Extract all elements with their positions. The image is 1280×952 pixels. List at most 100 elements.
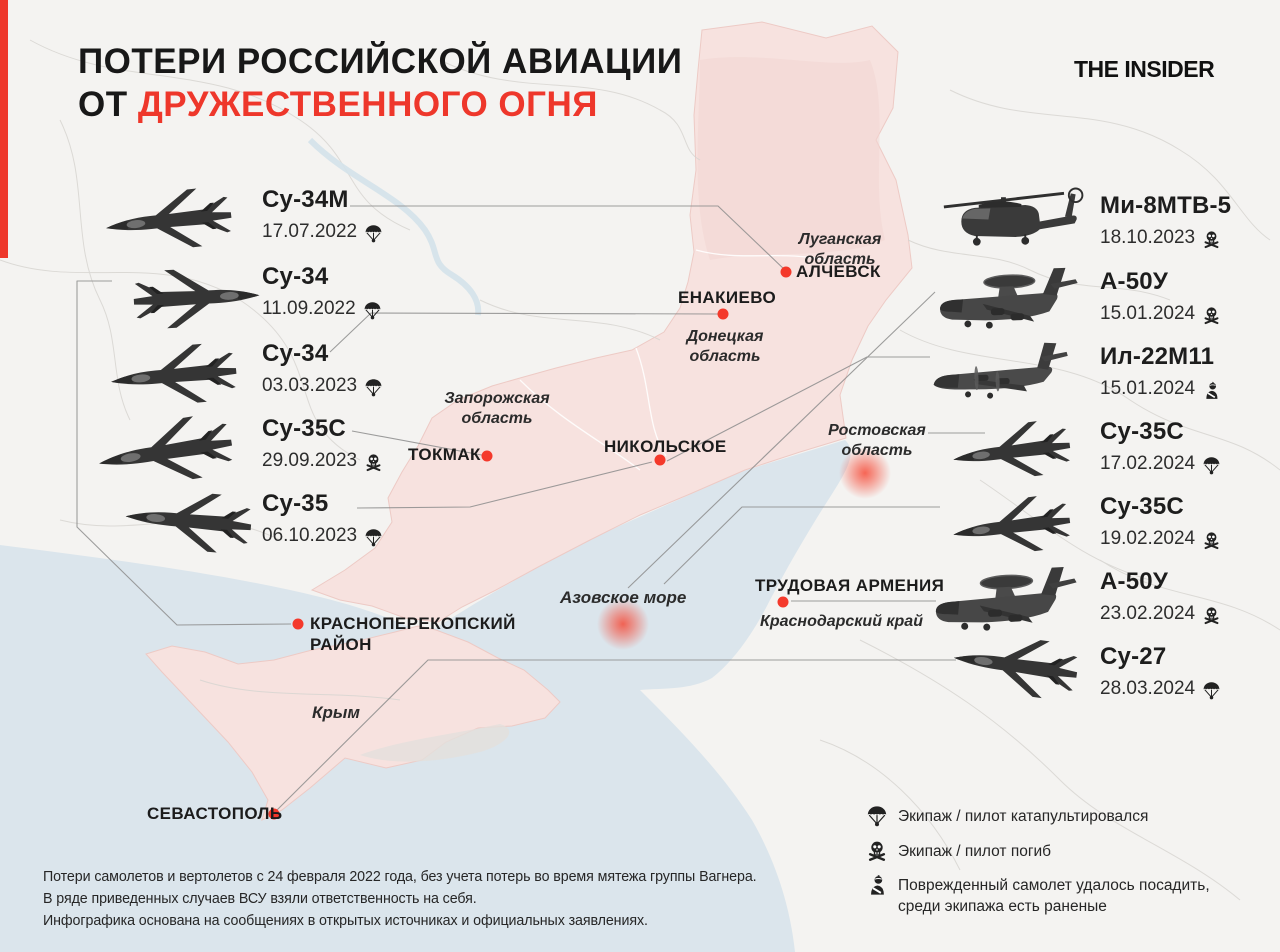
legend-item-killed: Экипаж / пилот погиб	[866, 839, 1051, 863]
loss-date: 18.10.2023	[1100, 227, 1196, 248]
aircraft-model: Ил-22М11	[1100, 343, 1215, 370]
loss-entry-date: 15.01.2024	[1100, 303, 1221, 325]
loss-date: 23.02.2024	[1100, 603, 1196, 624]
leader-su34-krasnoperekopsky	[76, 280, 292, 626]
map-label-luhansk-oblast: Луганская область	[798, 231, 882, 268]
outcome-icon	[363, 300, 382, 321]
map-roads	[0, 39, 1280, 901]
footnote-line: В ряде приведенных случаев ВСУ взяли отв…	[43, 890, 477, 907]
crash-glow-azov	[597, 598, 649, 650]
map-label-azov-sea: Азовское море	[560, 588, 687, 607]
loss-entry-date: 11.09.2022	[262, 298, 382, 320]
aircraft-model: Су-35С	[262, 415, 346, 442]
aircraft-model: Су-35	[262, 490, 329, 517]
map-label-nikolskoe: НИКОЛЬСКОЕ	[604, 437, 727, 456]
map-label-tokmak: ТОКМАК	[408, 445, 481, 464]
leader-su27-sevastopol	[274, 659, 956, 813]
aircraft-model: Су-27	[1100, 643, 1167, 670]
aircraft-silhouette	[113, 254, 267, 340]
outcome-icon	[364, 527, 383, 548]
loss-date: 15.01.2024	[1100, 303, 1196, 324]
page-title: ПОТЕРИ РОССИЙСКОЙ АВИАЦИИ ОТ ДРУЖЕСТВЕНН…	[78, 40, 682, 126]
map-label-zaporizhzhia-oblast: Запорожская область	[444, 390, 550, 427]
leader-su34m-alchevsk	[350, 205, 787, 272]
map-label-sevastopol: СЕВАСТОПОЛЬ	[147, 804, 283, 823]
leader-su35-nikolskoe	[356, 461, 653, 509]
loss-date: 11.09.2022	[262, 298, 356, 319]
loss-date: 19.02.2024	[1100, 528, 1196, 549]
map-label-crimea: Крым	[312, 703, 360, 722]
title-accent: ДРУЖЕСТВЕННОГО ОГНЯ	[137, 85, 598, 124]
loss-date: 17.07.2022	[262, 221, 358, 242]
dot-sevastopol	[268, 808, 280, 820]
map-label-donetsk-oblast: Донецкая область	[686, 328, 764, 365]
aircraft-model: А-50У	[1100, 268, 1168, 295]
outcome-icon	[364, 452, 383, 473]
map-label-alchevsk: АЛЧЕВСК	[796, 262, 881, 281]
loss-entry-date: 17.02.2024	[1100, 453, 1221, 475]
title-line2: ОТ ДРУЖЕСТВЕННОГО ОГНЯ	[78, 85, 598, 124]
outcome-icon	[1202, 380, 1221, 401]
crash-glow-rostov	[839, 447, 891, 499]
river	[307, 137, 482, 316]
footnote-line: Потери самолетов и вертолетов с 24 февра…	[43, 868, 757, 885]
map-label-krasnodar-krai: Краснодарский край	[760, 613, 923, 630]
legend-label: Поврежденный самолет удалось посадить, с…	[898, 877, 1210, 915]
loss-date: 28.03.2024	[1100, 678, 1196, 699]
map-label-krasnoperekopsky: КРАСНОПЕРЕКОПСКИЙ РАЙОН	[310, 614, 516, 654]
loss-entry-date: 23.02.2024	[1100, 603, 1221, 625]
region-borders	[519, 249, 827, 471]
loss-entry-date: 28.03.2024	[1100, 678, 1221, 700]
aircraft-silhouette	[929, 259, 1092, 343]
aircraft-model: А-50У	[1100, 568, 1168, 595]
loss-entry-date: 03.03.2023	[262, 375, 383, 397]
legend-label: Экипаж / пилот погиб	[898, 843, 1052, 860]
loss-entry-date: 19.02.2024	[1100, 528, 1221, 550]
leader-su35s-azov	[663, 506, 940, 585]
map-label-rostov-oblast: Ростовская область	[828, 422, 926, 459]
city-markers	[268, 266, 792, 820]
leader-su35s-tokmak	[351, 430, 488, 457]
outcome-icon	[364, 377, 383, 398]
leader-lines	[76, 205, 985, 813]
aircraft-model: Су-34М	[262, 186, 349, 213]
loss-entry-date: 15.01.2024	[1100, 378, 1221, 400]
outcome-icon	[1202, 305, 1221, 326]
map-label-enakievo: ЕНАКИЕВО	[678, 288, 777, 307]
dot-tokmak	[481, 450, 493, 462]
dot-trudovaya-armenia	[777, 596, 789, 608]
loss-date: 29.09.2023	[262, 450, 358, 471]
dot-nikolskoe	[654, 454, 666, 466]
wounded-pilot-icon	[866, 873, 888, 897]
parachute-icon	[866, 804, 888, 828]
dot-alchevsk	[780, 266, 792, 278]
outcome-icon	[1202, 455, 1221, 476]
aircraft-silhouette	[117, 477, 273, 565]
outcome-icon	[1202, 229, 1221, 250]
aircraft-model: Су-35С	[1100, 418, 1184, 445]
loss-entry-date: 29.09.2023	[262, 450, 383, 472]
aircraft-model: Су-34	[262, 263, 329, 290]
loss-entry-date: 17.07.2022	[262, 221, 383, 243]
outcome-icon	[1202, 605, 1221, 626]
crimea-shape	[145, 625, 561, 821]
aircraft-model: Ми-8МТВ-5	[1100, 192, 1232, 219]
legend-item-ejected: Экипаж / пилот катапультировался	[866, 804, 1148, 828]
outcome-icon	[364, 223, 383, 244]
crimea-mountains	[360, 724, 510, 762]
loss-date: 03.03.2023	[262, 375, 358, 396]
aircraft-model: Су-35С	[1100, 493, 1184, 520]
leader-su34-enakievo	[329, 312, 719, 353]
leader-a50-azov	[627, 291, 936, 589]
brand-logo: THE INSIDER	[1074, 56, 1215, 82]
outcome-icon	[1202, 530, 1221, 551]
footnote-line: Инфографика основана на сообщениях в отк…	[43, 912, 648, 929]
accent-bar	[0, 0, 8, 258]
dot-krasnoperekopsky	[292, 618, 304, 630]
loss-date: 06.10.2023	[262, 525, 358, 546]
loss-date: 17.02.2024	[1100, 453, 1196, 474]
outcome-icon	[1202, 680, 1221, 701]
dot-enakievo	[717, 308, 729, 320]
